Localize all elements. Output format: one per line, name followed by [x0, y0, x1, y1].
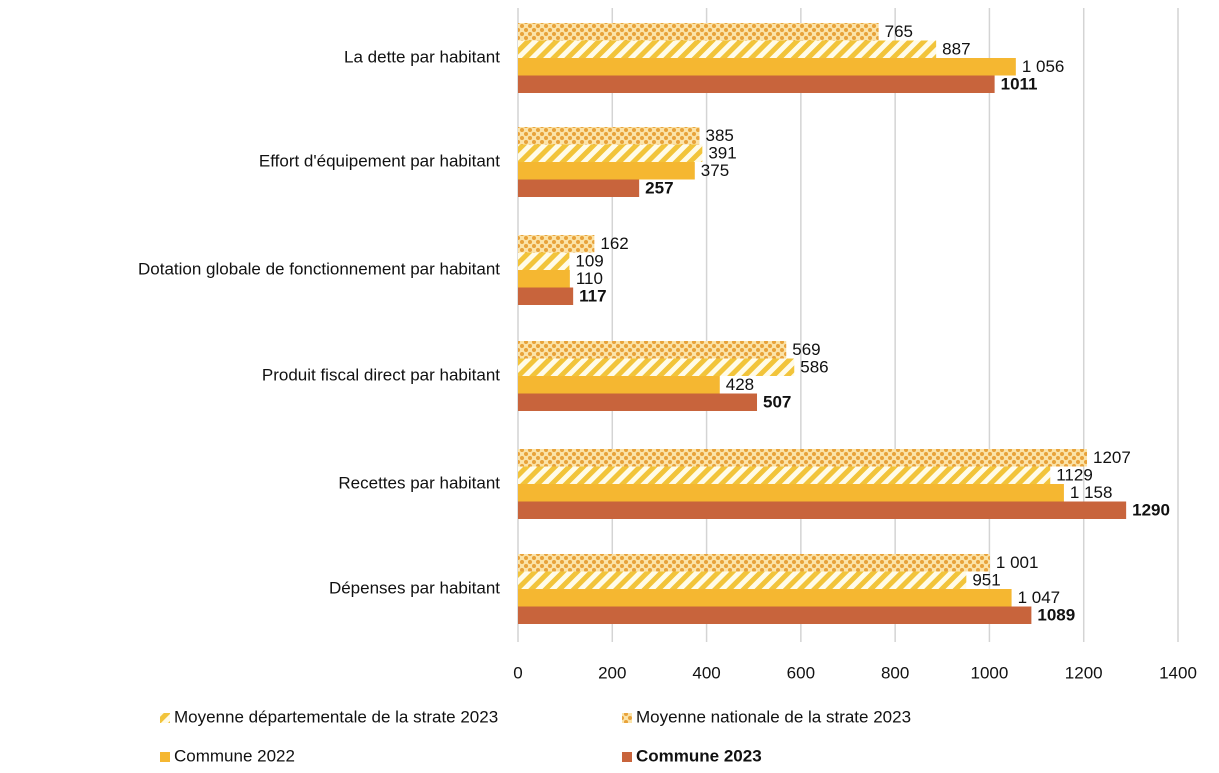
bar [518, 484, 1064, 502]
bar [518, 466, 1051, 484]
value-label: 1 056 [1022, 57, 1065, 76]
legend-label: Commune 2022 [174, 746, 295, 765]
bar [518, 40, 937, 58]
category-label: La dette par habitant [344, 47, 500, 66]
value-label: 109 [575, 252, 603, 271]
bar [518, 376, 720, 394]
category-label: Effort d'équipement par habitant [259, 151, 500, 170]
x-tick-label: 200 [598, 663, 626, 682]
bar [518, 127, 700, 145]
value-label: 110 [576, 269, 603, 288]
value-label: 1 001 [996, 553, 1039, 572]
value-label: 1290 [1132, 501, 1170, 520]
bar [518, 179, 640, 197]
bar [518, 144, 703, 162]
x-tick-label: 1200 [1065, 663, 1103, 682]
x-tick-label: 1000 [971, 663, 1009, 682]
value-label: 586 [800, 358, 828, 377]
bar [518, 162, 695, 180]
bar [518, 287, 574, 305]
bar [518, 501, 1127, 519]
value-label: 257 [645, 179, 673, 198]
bar [518, 589, 1012, 607]
legend-swatch [622, 713, 632, 723]
x-tick-label: 600 [787, 663, 815, 682]
legend-swatch [160, 752, 170, 762]
value-label: 765 [885, 22, 913, 41]
category-label: Produit fiscal direct par habitant [262, 365, 500, 384]
bar [518, 235, 595, 253]
bar [518, 358, 795, 376]
value-label: 1207 [1093, 448, 1131, 467]
x-tick-label: 1400 [1159, 663, 1197, 682]
bar [518, 23, 879, 41]
legend-swatch [622, 752, 632, 762]
value-label: 569 [792, 340, 820, 359]
value-label: 162 [600, 234, 628, 253]
bar [518, 449, 1088, 467]
legend-label: Commune 2023 [636, 746, 762, 765]
bar [518, 571, 967, 589]
bar [518, 75, 995, 93]
value-label: 117 [579, 287, 606, 306]
bar [518, 554, 990, 572]
value-label: 1 158 [1070, 483, 1113, 502]
value-label: 507 [763, 393, 791, 412]
bar [518, 341, 787, 359]
legend-label: Moyenne départementale de la strate 2023 [174, 707, 498, 726]
bar [518, 393, 758, 411]
x-tick-label: 400 [692, 663, 720, 682]
x-tick-label: 800 [881, 663, 909, 682]
bar [518, 252, 570, 270]
value-label: 375 [701, 161, 729, 180]
bar [518, 270, 570, 288]
bar [518, 606, 1032, 624]
value-label: 1129 [1056, 466, 1093, 485]
value-label: 385 [706, 126, 734, 145]
x-tick-label: 0 [513, 663, 522, 682]
category-label: Dotation globale de fonctionnement par h… [138, 259, 500, 278]
value-label: 391 [708, 144, 736, 163]
value-label: 1 047 [1018, 588, 1061, 607]
category-label: Dépenses par habitant [329, 578, 500, 597]
value-label: 887 [942, 40, 970, 59]
legend-swatch [160, 713, 170, 723]
value-label: 428 [726, 375, 754, 394]
value-label: 951 [972, 571, 1000, 590]
legend-label: Moyenne nationale de la strate 2023 [636, 707, 911, 726]
category-label: Recettes par habitant [338, 473, 500, 492]
value-label: 1011 [1001, 75, 1038, 94]
bar [518, 58, 1016, 76]
value-label: 1089 [1037, 606, 1075, 625]
